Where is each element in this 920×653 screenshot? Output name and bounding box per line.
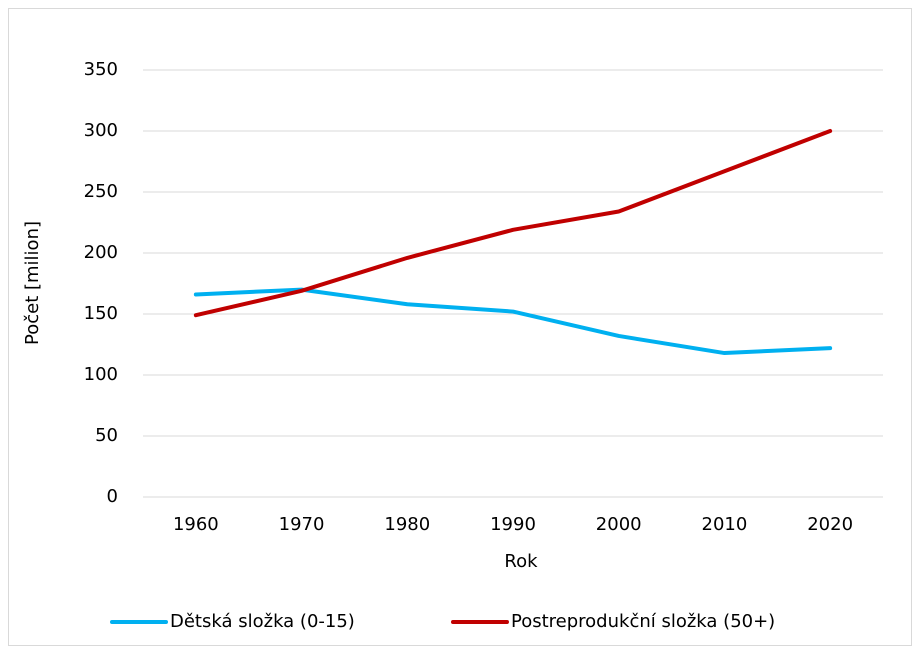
x-tick-label: 1970 (279, 514, 325, 535)
y-tick-label: 150 (84, 303, 118, 324)
x-tick-label: 1990 (490, 514, 536, 535)
y-tick-label: 0 (107, 486, 118, 507)
x-tick-label: 1980 (384, 514, 430, 535)
y-tick-label: 250 (84, 181, 118, 202)
x-tick-label: 2000 (596, 514, 642, 535)
x-tick-label: 2020 (807, 514, 853, 535)
y-tick-label: 200 (84, 242, 118, 263)
y-tick-label: 50 (95, 425, 118, 446)
legend-label: Postreprodukční složka (50+) (511, 611, 775, 632)
legend-label: Dětská složka (0-15) (170, 611, 355, 632)
y-tick-label: 100 (84, 364, 118, 385)
y-tick-label: 350 (84, 59, 118, 80)
y-tick-label: 300 (84, 120, 118, 141)
y-axis-title: Počet [milion] (22, 221, 43, 345)
series-line (193, 129, 833, 318)
chart-frame (8, 8, 912, 646)
x-tick-label: 1960 (173, 514, 219, 535)
x-axis-title: Rok (504, 551, 538, 572)
x-tick-label: 2010 (702, 514, 748, 535)
